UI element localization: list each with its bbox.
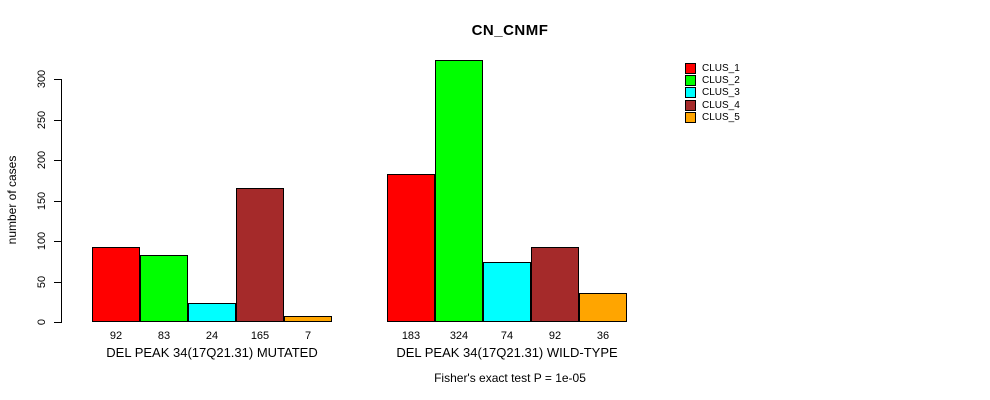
y-axis-tick [54, 79, 61, 80]
y-axis-tick [54, 160, 61, 161]
legend-item-clus_2: CLUS_2 [685, 74, 740, 86]
bar-clus_3-mutated [188, 302, 236, 322]
legend-label: CLUS_4 [702, 99, 740, 111]
bar-value-label: 324 [449, 330, 469, 342]
y-axis-tick [54, 200, 61, 202]
y-axis-tick-label: 50 [36, 275, 48, 288]
bar-clus_1-wild-type [387, 173, 435, 322]
y-axis-tick [54, 281, 61, 283]
bar-clus_5-wild-type [579, 292, 627, 322]
y-axis-tick-label: 0 [36, 318, 48, 326]
legend-swatch-clus_5 [685, 111, 696, 123]
legend-label: CLUS_2 [702, 74, 740, 86]
x-group-label: DEL PEAK 34(17Q21.31) WILD-TYPE [396, 345, 618, 360]
chart-title: CN_CNMF [471, 22, 549, 39]
y-axis-tick [54, 241, 61, 242]
y-axis-tick [54, 119, 61, 121]
bar-value-label: 7 [304, 330, 312, 342]
legend-swatch-clus_3 [685, 87, 696, 99]
legend-swatch-clus_4 [685, 99, 696, 111]
legend-item-clus_1: CLUS_1 [685, 62, 740, 74]
legend-item-clus_4: CLUS_4 [685, 99, 740, 111]
legend-item-clus_3: CLUS_3 [685, 87, 740, 99]
bar-clus_2-mutated [140, 254, 188, 322]
bar-clus_3-wild-type [483, 262, 531, 322]
y-axis-tick-label: 300 [36, 69, 48, 89]
y-axis-line [61, 79, 62, 323]
y-axis-tick-label: 250 [36, 110, 48, 129]
x-group-label: DEL PEAK 34(17Q21.31) MUTATED [106, 345, 318, 360]
bar-clus_4-mutated [236, 188, 284, 322]
fisher-test-caption: Fisher's exact test P = 1e-05 [434, 371, 586, 385]
legend-swatch-clus_1 [685, 62, 696, 74]
y-axis-label: number of cases [5, 155, 19, 245]
bar-value-label: 36 [596, 330, 610, 342]
bar-value-label: 74 [500, 330, 514, 342]
bar-value-label: 92 [109, 330, 123, 342]
legend-item-clus_5: CLUS_5 [685, 111, 740, 123]
legend-swatch-clus_2 [685, 74, 696, 86]
bar-value-label: 165 [250, 330, 270, 342]
bar-value-label: 24 [205, 330, 219, 342]
y-axis-tick [54, 322, 61, 323]
legend-label: CLUS_5 [702, 111, 740, 123]
bar-clus_5-mutated [284, 316, 332, 322]
y-axis-tick-label: 150 [36, 191, 48, 210]
legend-label: CLUS_3 [702, 87, 740, 99]
y-axis-tick-label: 200 [36, 150, 48, 170]
bar-clus_4-wild-type [531, 247, 579, 322]
bar-value-label: 92 [548, 330, 562, 342]
bar-value-label: 183 [401, 330, 421, 342]
bar-value-label: 83 [157, 330, 171, 342]
bar-clus_1-mutated [92, 247, 140, 322]
y-axis-tick-label: 100 [36, 231, 48, 251]
bar-clus_2-wild-type [435, 59, 483, 322]
legend-label: CLUS_1 [702, 62, 740, 74]
legend: CLUS_1 CLUS_2 CLUS_3 CLUS_4 CLUS_5 [685, 62, 740, 123]
